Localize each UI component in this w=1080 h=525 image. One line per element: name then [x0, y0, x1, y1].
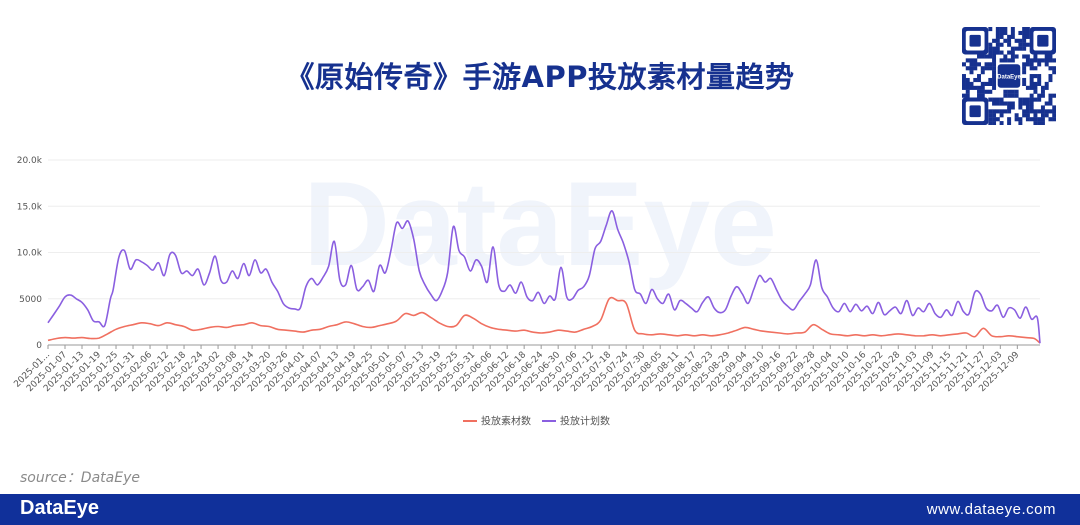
source-note: source：DataEye [20, 470, 140, 486]
chart-series [47, 210, 1041, 344]
y-tick-label: 10.0k [17, 249, 43, 259]
series-line-2 [47, 210, 1041, 344]
y-axis-ticks: 0 5000 10.0k 15.0k 20.0k [17, 156, 43, 351]
x-axis-ticks: 2025-01...2025-01-072025-01-132025-01-19… [12, 344, 1040, 394]
legend-label: 投放计划数 [560, 415, 610, 428]
series-line-1 [47, 296, 1041, 344]
y-tick-label: 0 [36, 341, 42, 351]
y-tick-label: 5000 [19, 295, 42, 305]
chart-watermark: DataEye [303, 157, 777, 291]
footer-bar: DataEye www.dataeye.com [0, 494, 1080, 525]
qr-center-label: DataEye [997, 75, 1021, 81]
y-tick-label: 20.0k [17, 156, 43, 166]
footer-url[interactable]: www.dataeye.com [926, 501, 1056, 518]
chart: DataEye 0 5000 10.0k 15.0k 20.0k 2025-01...2… [12, 156, 1041, 428]
page-title: 《原始传奇》手游APP投放素材量趋势 [285, 60, 795, 94]
qr-code: DataEye [962, 27, 1056, 125]
legend-label: 投放素材数 [481, 415, 531, 428]
chart-legend[interactable]: 投放素材数 投放计划数 [463, 415, 610, 428]
y-tick-label: 15.0k [17, 202, 43, 212]
footer-logo: DataEye [20, 497, 99, 519]
